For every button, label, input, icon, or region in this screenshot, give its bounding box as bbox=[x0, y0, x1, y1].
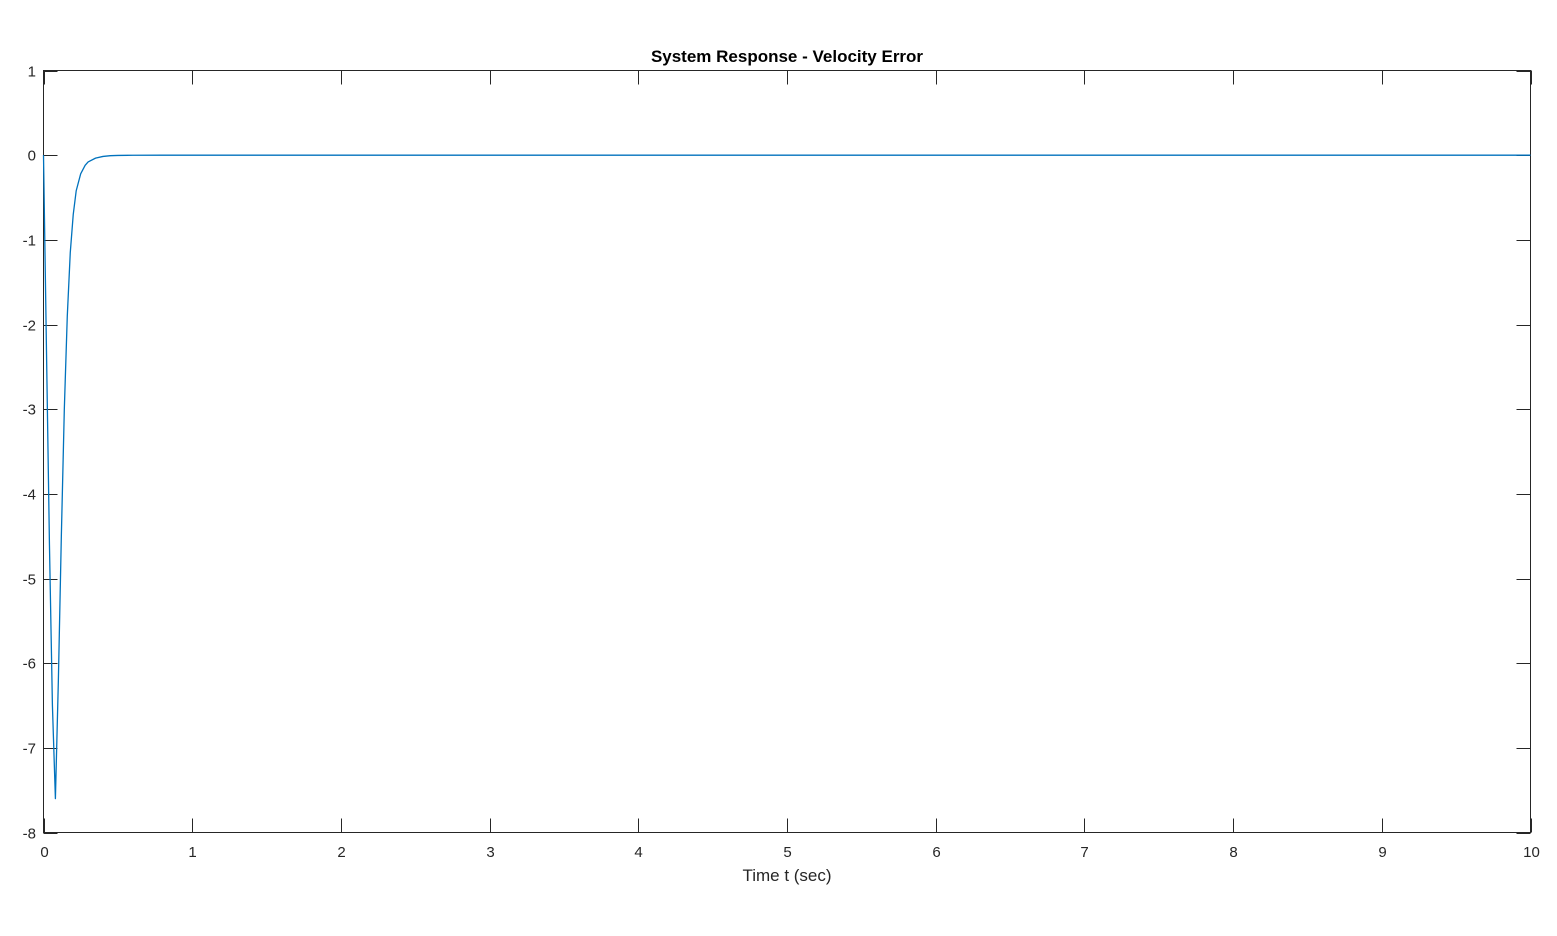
x-tick-label: 0 bbox=[40, 844, 48, 861]
x-tick-label: 10 bbox=[1523, 844, 1540, 861]
x-tick-label: 1 bbox=[188, 844, 196, 861]
x-tick-label: 8 bbox=[1229, 844, 1237, 861]
x-tick-label: 7 bbox=[1080, 844, 1088, 861]
y-tick-label: -1 bbox=[23, 233, 36, 250]
y-tick-label: -6 bbox=[23, 656, 36, 673]
x-tick-label: 3 bbox=[486, 844, 494, 861]
x-tick-label: 5 bbox=[783, 844, 791, 861]
y-tick-label: -3 bbox=[23, 402, 36, 419]
series-layer bbox=[42, 154, 1531, 800]
y-tick-label: -5 bbox=[23, 572, 36, 589]
y-tick-label: -2 bbox=[23, 318, 36, 335]
x-tick-label: 4 bbox=[634, 844, 642, 861]
plot-area bbox=[43, 70, 1531, 833]
x-axis-label: Time t (sec) bbox=[742, 866, 831, 885]
y-tick-label: -4 bbox=[23, 487, 36, 504]
y-tick-label: 1 bbox=[28, 64, 36, 81]
x-tick-label: 2 bbox=[337, 844, 345, 861]
x-tick-label: 9 bbox=[1378, 844, 1386, 861]
x-tick-label: 6 bbox=[932, 844, 940, 861]
y-tick-label: -7 bbox=[23, 741, 36, 758]
chart-title: System Response - Velocity Error bbox=[651, 47, 923, 66]
velocity-error-line bbox=[42, 154, 1531, 800]
y-tick-label: -8 bbox=[23, 826, 36, 843]
y-tick-label: 0 bbox=[28, 148, 36, 165]
